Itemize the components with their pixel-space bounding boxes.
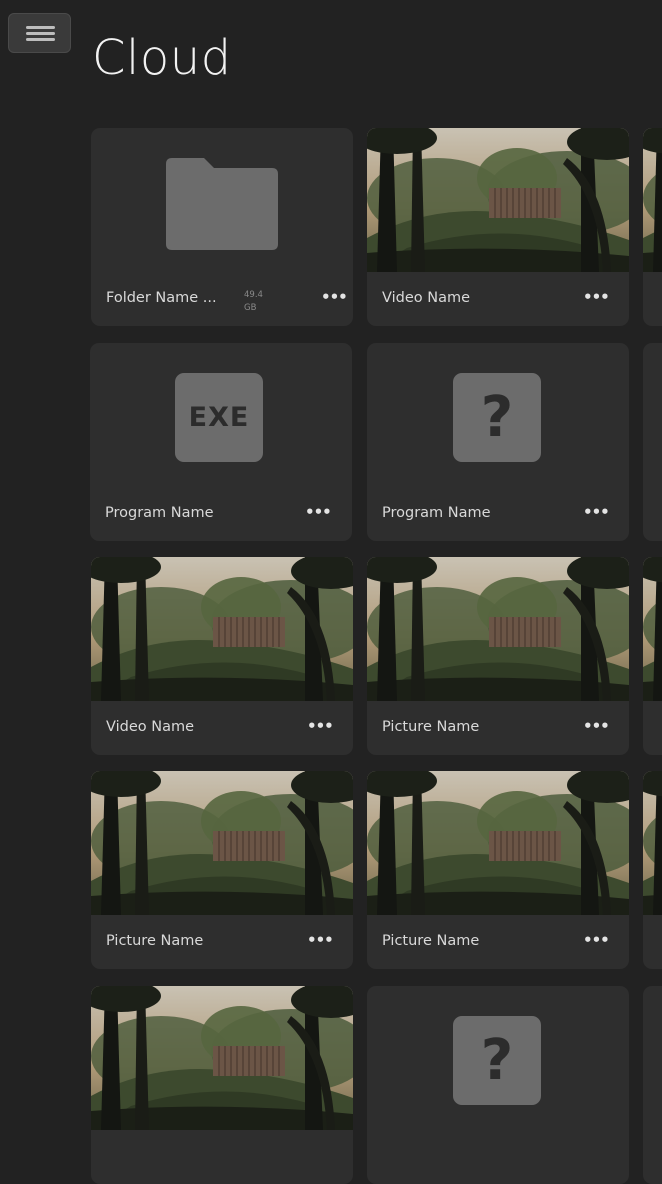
picture-thumbnail [367, 771, 629, 915]
more-options-icon[interactable]: ••• [583, 288, 610, 306]
picture-card[interactable]: Picture Name ••• [367, 771, 629, 969]
folder-icon [166, 158, 278, 250]
folder-card[interactable]: Folder Name ... 49.4 GB ••• [91, 128, 353, 326]
partial-card[interactable] [643, 128, 662, 326]
partial-card[interactable] [643, 986, 662, 1184]
picture-card[interactable]: Picture Name ••• [91, 771, 353, 969]
video-card[interactable]: Video Name ••• [367, 128, 629, 326]
video-thumbnail [367, 128, 629, 272]
picture-thumbnail [91, 771, 353, 915]
video-thumbnail [91, 557, 353, 701]
more-options-icon[interactable]: ••• [583, 717, 610, 735]
card-name: Program Name [105, 505, 214, 521]
exe-icon: EXE [175, 373, 263, 462]
file-size: 49.4 GB [244, 290, 263, 313]
picture-thumbnail [643, 771, 662, 915]
partial-card[interactable] [643, 343, 662, 541]
more-options-icon[interactable]: ••• [307, 931, 334, 949]
card-name: Picture Name [382, 719, 480, 735]
unknown-file-icon: ? [453, 373, 541, 462]
picture-thumbnail [643, 128, 662, 272]
more-options-icon[interactable]: ••• [583, 931, 610, 949]
card-name: Picture Name [382, 933, 480, 949]
unknown-file-icon: ? [453, 1016, 541, 1105]
picture-thumbnail [367, 557, 629, 701]
card-name: Video Name [106, 719, 195, 735]
picture-thumbnail [91, 986, 353, 1130]
program-card[interactable]: ? [367, 986, 629, 1184]
menu-button[interactable] [8, 13, 71, 53]
partial-card[interactable] [643, 771, 662, 969]
video-card[interactable]: Video Name ••• [91, 557, 353, 755]
more-options-icon[interactable]: ••• [307, 717, 334, 735]
partial-card[interactable] [643, 557, 662, 755]
card-name: Picture Name [106, 933, 204, 949]
card-name: Program Name [382, 505, 491, 521]
more-options-icon[interactable]: ••• [321, 288, 348, 306]
card-name: Video Name [382, 290, 471, 306]
program-card[interactable]: EXE Program Name ••• [90, 343, 352, 541]
hamburger-icon [26, 26, 55, 29]
picture-card[interactable] [91, 986, 353, 1184]
page-title: Cloud [92, 30, 232, 86]
program-card[interactable]: ? Program Name ••• [367, 343, 629, 541]
picture-card[interactable]: Picture Name ••• [367, 557, 629, 755]
picture-thumbnail [643, 557, 662, 701]
more-options-icon[interactable]: ••• [305, 503, 332, 521]
card-name: Folder Name ... [106, 290, 217, 306]
more-options-icon[interactable]: ••• [583, 503, 610, 521]
